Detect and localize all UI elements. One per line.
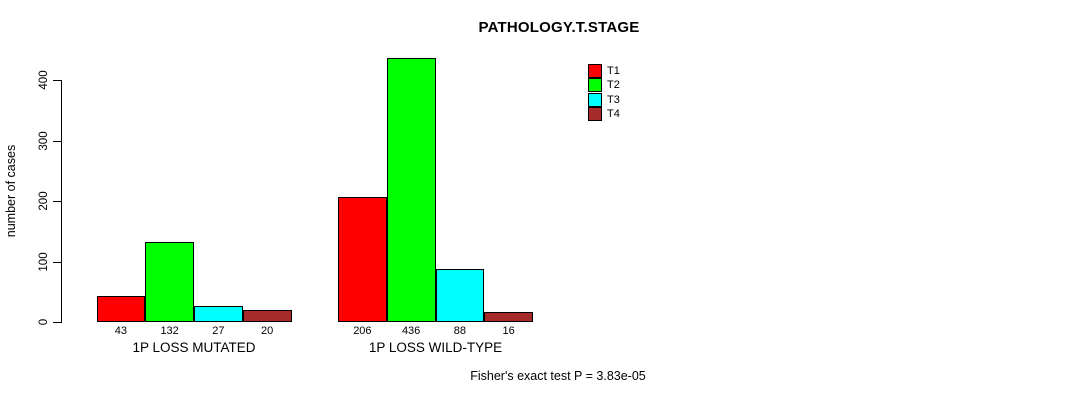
bar-t1-group1 <box>96 295 146 322</box>
bar-value-label: 206 <box>353 325 372 337</box>
legend-swatch-icon <box>588 107 602 122</box>
group-label: 1P LOSS MUTATED <box>132 340 256 355</box>
bar-value-label: 16 <box>502 325 515 337</box>
y-axis-tick-label: 100 <box>38 251 50 272</box>
chart-title: PATHOLOGY.T.STAGE <box>478 19 640 36</box>
y-axis-tick-mark <box>53 322 61 323</box>
legend: T1 T2 T3 T4 <box>588 64 620 122</box>
bar-t4-group1 <box>242 309 292 322</box>
y-axis-tick-label: 200 <box>38 191 50 211</box>
bar-t4-group2 <box>484 312 533 322</box>
bar-value-label: 436 <box>401 325 421 337</box>
y-axis-tick-label: 0 <box>38 318 50 326</box>
bar-value-label: 88 <box>453 325 466 337</box>
legend-swatch-icon <box>588 64 602 79</box>
y-axis-tick-mark <box>53 261 61 263</box>
legend-label: T4 <box>607 108 620 121</box>
y-axis-tick-mark <box>53 140 61 142</box>
bar-t3-group1 <box>194 305 243 322</box>
legend-swatch-icon <box>588 92 602 107</box>
y-axis-tick-mark <box>53 201 61 202</box>
legend-label: T3 <box>607 93 620 106</box>
bar-t2-group2 <box>386 58 436 322</box>
legend-item: T4 <box>588 107 620 122</box>
bar-value-label: 43 <box>114 325 127 337</box>
legend-item: T3 <box>588 92 620 107</box>
bar-t3-group2 <box>435 268 485 322</box>
bar-t2-group1 <box>145 242 194 322</box>
legend-label: T1 <box>607 65 620 78</box>
bar-value-label: 20 <box>261 325 274 337</box>
stat-annotation: Fisher's exact test P = 3.83e-05 <box>470 369 646 383</box>
legend-item: T2 <box>588 78 620 93</box>
y-axis-tick-mark <box>53 80 61 81</box>
y-axis-title: number of cases <box>4 144 18 238</box>
bar-t1-group2 <box>338 197 387 322</box>
bar-value-label: 132 <box>160 325 179 337</box>
y-axis-tick-label: 300 <box>38 130 50 151</box>
bar-value-label: 27 <box>212 325 225 337</box>
legend-label: T2 <box>607 79 620 92</box>
legend-swatch-icon <box>588 78 602 93</box>
legend-item: T1 <box>588 64 620 79</box>
y-axis-line <box>61 80 62 323</box>
y-axis-tick-label: 400 <box>38 70 50 90</box>
group-label: 1P LOSS WILD-TYPE <box>368 340 503 355</box>
